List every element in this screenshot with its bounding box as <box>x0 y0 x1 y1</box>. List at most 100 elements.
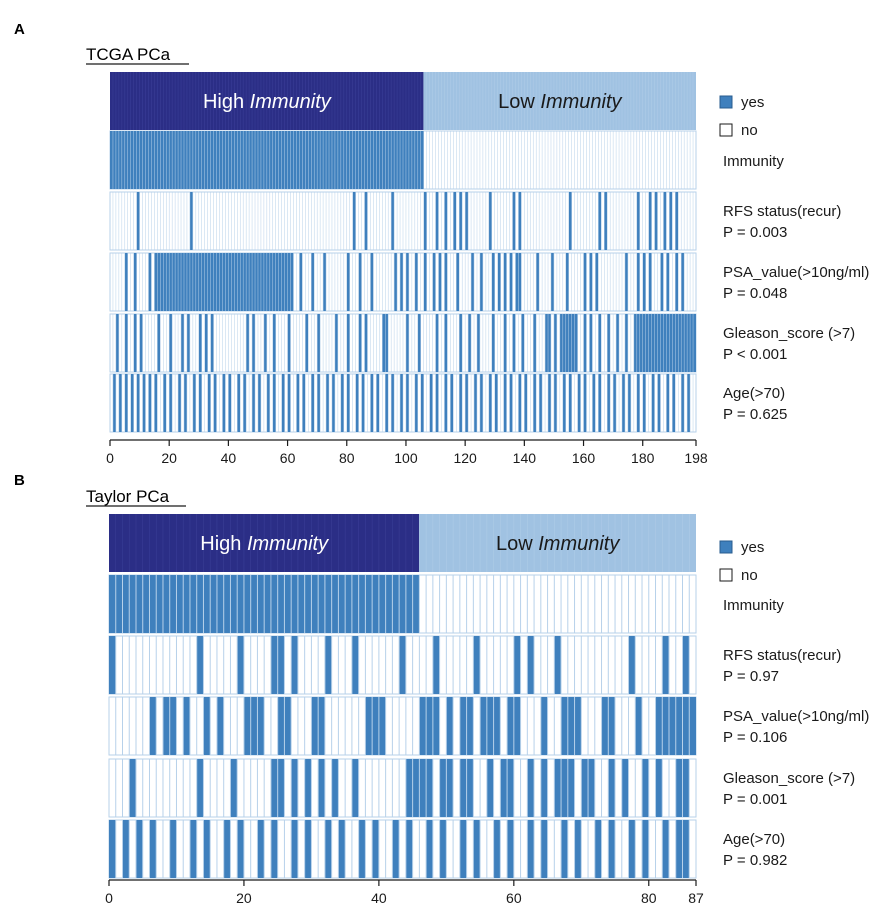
heatmap-cell-yes <box>154 253 294 311</box>
heatmap-cell-yes <box>518 253 522 311</box>
low-immunity-bar <box>419 514 696 572</box>
heatmap-cell-yes <box>243 697 265 755</box>
heatmap-cell-yes <box>358 253 362 311</box>
group-italic: Immunity <box>540 91 622 113</box>
heatmap-cell-yes <box>198 374 202 432</box>
heatmap-cell-yes <box>471 253 475 311</box>
heatmap-cell-yes <box>446 697 454 755</box>
heatmap-cell-yes <box>228 374 232 432</box>
heatmap-cell-yes <box>186 314 190 372</box>
heatmap-cell-yes <box>198 314 202 372</box>
heatmap-cell-yes <box>666 374 670 432</box>
heatmap-cell-yes <box>112 374 116 432</box>
heatmap-cell-yes <box>512 314 516 372</box>
heatmap-cell-yes <box>509 253 513 311</box>
heatmap-cell-yes <box>621 759 629 817</box>
heatmap-cell-yes <box>287 314 291 372</box>
heatmap-cell-yes <box>183 374 187 432</box>
heatmap-cell-yes <box>181 314 184 372</box>
heatmap-cell-yes <box>642 820 649 878</box>
row-labels: Immunity RFS status(recur) P = 0.97 PSA_val… <box>723 597 869 869</box>
heatmap-cell-yes <box>527 759 535 817</box>
heatmap-cell-yes <box>589 314 593 372</box>
heatmap-cell-yes <box>479 374 483 432</box>
legend-yes-swatch <box>719 95 733 109</box>
x-tick-label: 80 <box>641 890 657 906</box>
row-label-name: Age(>70) <box>723 831 785 848</box>
row-label-pvalue: P = 0.003 <box>723 224 787 241</box>
heatmap-cell-yes <box>681 253 685 311</box>
heatmap-cell-yes <box>109 636 116 694</box>
heatmap-cell-yes <box>616 314 620 372</box>
legend: yes no <box>719 539 764 584</box>
heatmap-cell-yes <box>419 697 440 755</box>
heatmap-cell-yes <box>420 374 424 432</box>
heatmap-cell-yes <box>479 253 483 311</box>
heatmap-cell-yes <box>340 374 344 432</box>
heatmap-cell-yes <box>423 253 427 311</box>
heatmap-cell-yes <box>651 374 655 432</box>
row-label-name: Gleason_score (>7) <box>723 770 855 787</box>
heatmap-cell-yes <box>133 314 137 372</box>
heatmap-cell-yes <box>391 192 395 250</box>
heatmap-cell-yes <box>223 820 231 878</box>
heatmap-cell-yes <box>627 374 631 432</box>
heatmap-cell-yes <box>149 820 157 878</box>
heatmap-cell-yes <box>459 314 463 372</box>
x-tick-label: 80 <box>339 450 355 465</box>
row-label-pvalue: P = 0.048 <box>723 285 787 302</box>
heatmap-cells: High Immunity Low Immunity <box>109 72 697 433</box>
heatmap-cell-yes <box>385 374 389 432</box>
heatmap-cell-yes <box>561 820 568 878</box>
heatmap-cell-yes <box>287 374 291 432</box>
row-label-name: PSA_value(>10ng/ml) <box>723 708 869 725</box>
heatmap-cell-yes <box>524 374 528 432</box>
heatmap-cell-yes <box>243 374 247 432</box>
heatmap-cell-yes <box>613 374 617 432</box>
heatmap-cell-yes <box>548 374 551 432</box>
chart-title: Taylor PCa <box>86 487 170 506</box>
heatmap-cell-yes <box>324 820 332 878</box>
heatmap-cell-yes <box>682 636 690 694</box>
heatmap-cell-yes <box>305 314 309 372</box>
heatmap-cell-yes <box>550 253 554 311</box>
heatmap-cell-yes <box>304 820 312 878</box>
heatmap-cell-yes <box>635 697 643 755</box>
heatmap-cell-yes <box>364 192 368 250</box>
heatmap-cell-yes <box>439 820 447 878</box>
heatmap-cell-yes <box>633 314 696 372</box>
legend-yes-label: yes <box>741 539 764 556</box>
heatmap-cell-yes <box>148 374 152 432</box>
heatmap-cell-yes <box>391 374 395 432</box>
heatmap-cell-yes <box>669 192 673 250</box>
heatmap-cell-yes <box>675 253 679 311</box>
heatmap-cell-yes <box>130 374 134 432</box>
row-label-name: Gleason_score (>7) <box>723 325 855 342</box>
heatmap-cell-yes <box>540 697 548 755</box>
heatmap-cell-yes <box>561 697 582 755</box>
heatmap-cell-yes <box>607 374 611 432</box>
heatmap-cell-yes <box>346 374 350 432</box>
heatmap-cell-yes <box>657 374 661 432</box>
heatmap-cell-yes <box>465 374 469 432</box>
heatmap-cell-yes <box>326 374 330 432</box>
group-italic: Immunity <box>250 91 332 113</box>
heatmap-cell-yes <box>608 820 616 878</box>
heatmap-cell-yes <box>237 636 244 694</box>
heatmap-cell-yes <box>497 253 501 311</box>
heatmap-cells: High Immunity Low Immunity <box>108 514 697 879</box>
heatmap-cell-yes <box>450 374 454 432</box>
heatmap-cell-yes <box>628 820 636 878</box>
heatmap-cell-yes <box>521 314 525 372</box>
heatmap-cell-yes <box>272 374 276 432</box>
heatmap-cell-yes <box>351 759 359 817</box>
heatmap-cell-yes <box>331 374 335 432</box>
heatmap-cell-yes <box>263 314 267 372</box>
heatmap-cell-yes <box>636 374 640 432</box>
heatmap-cell-yes <box>376 374 380 432</box>
heatmap-cell-yes <box>494 374 498 432</box>
heatmap-cell-yes <box>423 192 427 250</box>
heatmap-cell-yes <box>589 253 593 311</box>
heatmap-cell-yes <box>204 314 208 372</box>
heatmap-cell-yes <box>281 374 285 432</box>
